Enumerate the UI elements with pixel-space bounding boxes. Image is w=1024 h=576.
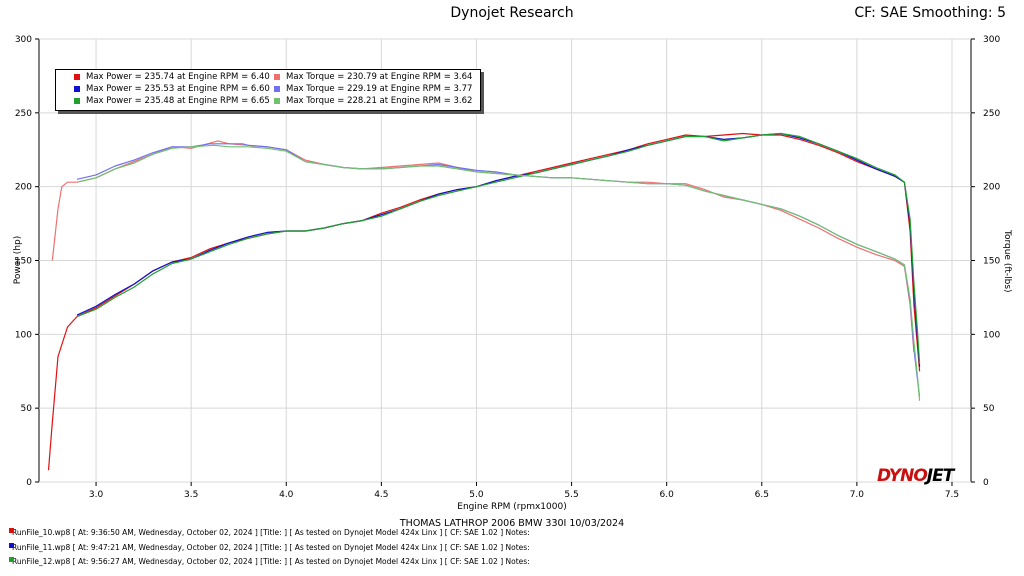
run-info-line: RunFile_11.wp8 [ At: 9:47:21 AM, Wednesd… [9, 541, 530, 556]
run-info-line: RunFile_10.wp8 [ At: 9:36:50 AM, Wednesd… [9, 526, 530, 541]
legend-item: Max Torque = 229.19 at Engine RPM = 3.77 [274, 84, 472, 94]
y-axis-right-ticks: 0 50 100 150 200 250 300 [971, 35, 1000, 488]
y-right-tick-label: 200 [983, 183, 1000, 193]
y-right-tick-label: 250 [983, 109, 1000, 119]
x-axis-ticks: 3.0 3.5 4.0 4.5 5.0 5.5 6.0 6.5 7.0 7.5 [89, 482, 959, 500]
y-right-tick-label: 300 [983, 35, 1000, 45]
run-flag-icon [9, 542, 14, 548]
x-tick-label: 6.5 [755, 490, 769, 500]
y-axis-left-ticks: 0 50 100 150 200 250 300 [15, 35, 39, 488]
series-line-3 [76, 132, 921, 364]
series-group [47, 132, 921, 471]
run-info-list: RunFile_10.wp8 [ At: 9:36:50 AM, Wednesd… [9, 526, 530, 570]
x-tick-label: 7.5 [945, 490, 959, 500]
grid-lines [39, 38, 971, 483]
legend-item: Max Power = 235.48 at Engine RPM = 6.65 [74, 96, 270, 106]
x-tick-label: 4.5 [374, 490, 388, 500]
dynojet-logo: DYNOJET [877, 466, 955, 486]
y-left-tick-label: 0 [26, 478, 32, 488]
legend-swatch [274, 97, 280, 104]
x-tick-label: 5.0 [469, 490, 484, 500]
legend-text: Max Power = 235.74 at Engine RPM = 6.40 [86, 72, 270, 82]
y-right-tick-label: 150 [983, 257, 1000, 267]
y-right-tick-label: 100 [983, 330, 1000, 340]
y-left-tick-label: 300 [15, 35, 32, 45]
legend-text: Max Power = 235.53 at Engine RPM = 6.60 [86, 84, 270, 94]
legend-text: Max Torque = 228.21 at Engine RPM = 3.62 [286, 96, 473, 106]
legend: Max Power = 235.74 at Engine RPM = 6.40 … [55, 69, 481, 111]
y-axis-left-label: Power (hp) [13, 235, 23, 285]
run-flag-icon [9, 528, 14, 533]
run-info-text: RunFile_10.wp8 [ At: 9:36:50 AM, Wednesd… [12, 528, 530, 537]
x-tick-label: 4.0 [279, 490, 294, 500]
header-title: Dynojet Research [450, 5, 574, 21]
x-tick-label: 3.5 [184, 490, 198, 500]
y-left-tick-label: 200 [15, 183, 32, 193]
run-flag-icon [9, 557, 14, 562]
y-left-tick-label: 100 [15, 330, 32, 340]
y-axis-right-label: Torque (ft-lbs) [1002, 230, 1012, 293]
x-tick-label: 5.5 [564, 490, 578, 500]
legend-item: Max Power = 235.53 at Engine RPM = 6.60 [74, 84, 270, 94]
run-info-text: RunFile_11.wp8 [ At: 9:47:21 AM, Wednesd… [12, 542, 530, 552]
logo-text-part2: JET [926, 466, 955, 486]
legend-text: Max Torque = 229.19 at Engine RPM = 3.77 [286, 84, 473, 94]
y-left-tick-label: 250 [15, 109, 32, 119]
legend-swatch [274, 73, 280, 80]
logo-text-part1: DYNO [877, 466, 928, 486]
legend-swatch [74, 85, 80, 92]
x-tick-label: 6.0 [660, 490, 675, 500]
series-line-6 [76, 144, 921, 401]
legend-swatch [74, 73, 80, 80]
y-right-tick-label: 0 [983, 478, 989, 488]
x-tick-label: 3.0 [89, 490, 104, 500]
x-axis-label: Engine RPM (rpmx1000) [457, 502, 567, 512]
x-tick-label: 7.0 [850, 490, 865, 500]
correction-factor-label: CF: SAE Smoothing: 5 [854, 5, 1006, 21]
legend-swatch [274, 85, 280, 92]
legend-item: Max Power = 235.74 at Engine RPM = 6.40 [74, 72, 270, 82]
legend-item: Max Torque = 230.79 at Engine RPM = 3.64 [274, 72, 472, 82]
chart-subtitle: THOMAS LATHROP 2006 BMW 330I 10/03/2024 [399, 518, 625, 529]
legend-item: Max Torque = 228.21 at Engine RPM = 3.62 [274, 96, 472, 106]
legend-text: Max Power = 235.48 at Engine RPM = 6.65 [86, 96, 270, 106]
y-right-tick-label: 50 [983, 404, 995, 414]
y-left-tick-label: 50 [21, 404, 33, 414]
legend-text: Max Torque = 230.79 at Engine RPM = 3.64 [286, 72, 473, 82]
run-info-text: RunFile_12.wp8 [ At: 9:56:27 AM, Wednesd… [12, 557, 530, 566]
legend-swatch [74, 97, 80, 104]
y-left-tick-label: 150 [15, 257, 32, 267]
run-info-line: RunFile_12.wp8 [ At: 9:56:27 AM, Wednesd… [9, 555, 530, 570]
